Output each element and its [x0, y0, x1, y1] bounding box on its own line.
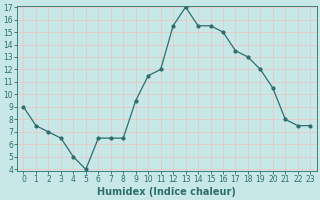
X-axis label: Humidex (Indice chaleur): Humidex (Indice chaleur)	[98, 187, 236, 197]
